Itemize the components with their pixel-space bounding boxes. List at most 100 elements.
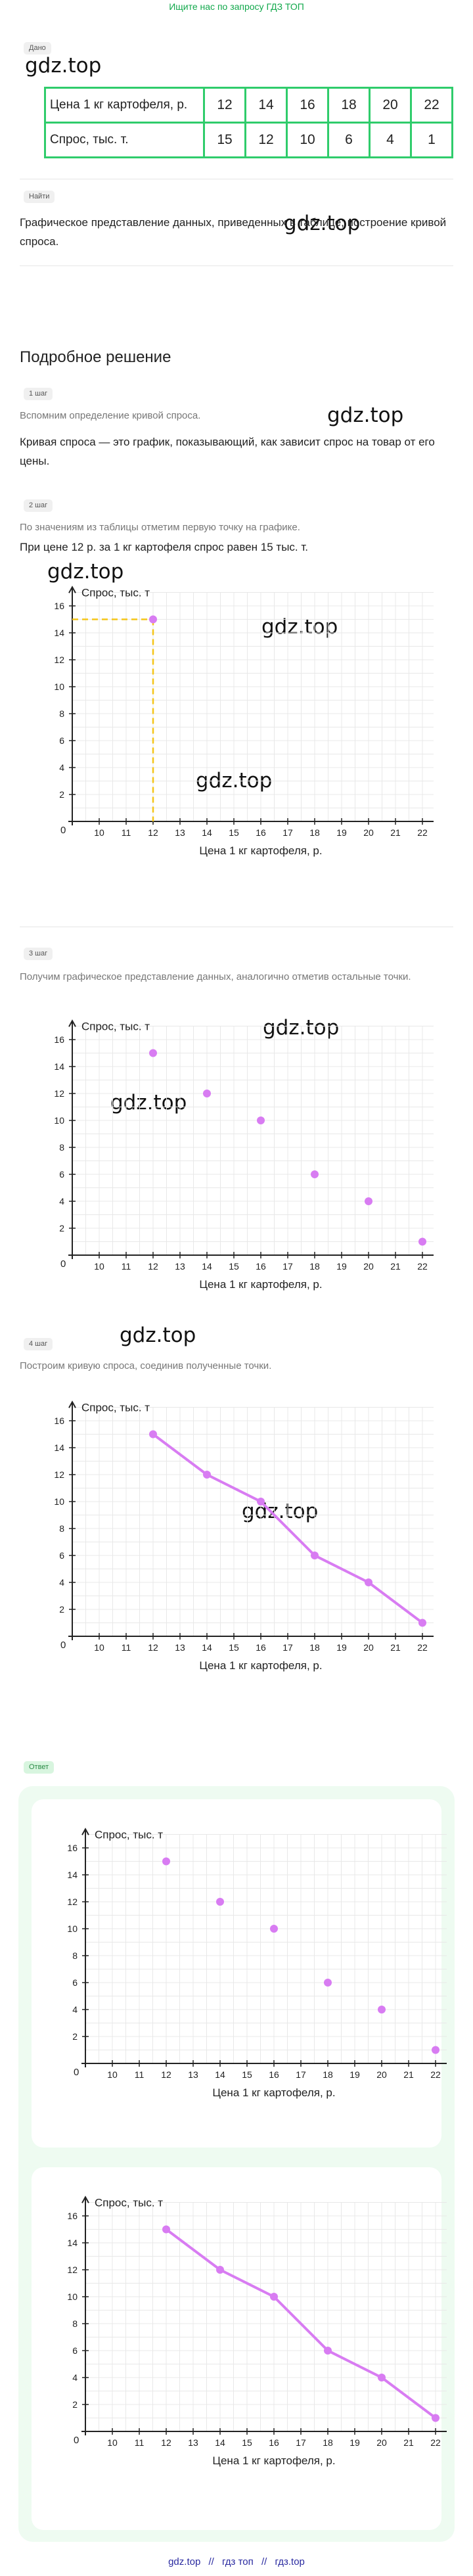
table-row: Цена 1 кг картофеля, р. 12 14 16 18 20 2… bbox=[44, 87, 453, 124]
x-tick-label: 19 bbox=[349, 2437, 360, 2448]
data-point bbox=[311, 1552, 319, 1559]
x-tick-label: 21 bbox=[390, 1642, 401, 1653]
x-tick-label: 11 bbox=[122, 827, 131, 838]
data-point bbox=[324, 2347, 332, 2355]
y-tick-label: 10 bbox=[67, 1923, 78, 1934]
y-axis-arrow bbox=[81, 1828, 89, 1835]
table-cell: 22 bbox=[410, 87, 453, 124]
chart-svg: 0 2 4 6 8 10 12 14 16 10 11 12 13 14 15 16 17 18 19 20 21 22 С… bbox=[67, 2196, 447, 2467]
find-tag: Найти bbox=[24, 191, 55, 203]
step2-tag: 2 шаг bbox=[24, 499, 53, 512]
y-tick-label: 10 bbox=[54, 1115, 64, 1126]
y-axis-label: Спрос, тыс. т bbox=[81, 1402, 150, 1414]
y-tick-label: 6 bbox=[59, 1550, 64, 1561]
x-tick-label: 10 bbox=[107, 2437, 118, 2448]
x-tick-label: 13 bbox=[175, 1642, 185, 1653]
x-tick-label: 22 bbox=[417, 827, 428, 838]
x-tick-label: 12 bbox=[148, 1261, 158, 1272]
y-axis-arrow bbox=[68, 586, 76, 593]
chart-answer-points: 0 2 4 6 8 10 12 14 16 10 11 12 13 14 15 16 17 18 19 20 21 22 С… bbox=[33, 1820, 447, 2123]
table-cell: 20 bbox=[369, 87, 412, 124]
x-tick-label: 20 bbox=[376, 2069, 387, 2080]
y-tick-label: 2 bbox=[72, 2031, 78, 2042]
x-tick-label: 14 bbox=[215, 2437, 225, 2448]
x-tick-label: 16 bbox=[256, 1261, 266, 1272]
x-tick-label: 14 bbox=[215, 2069, 225, 2080]
y-tick-label: 12 bbox=[67, 2265, 78, 2275]
step4-hint: Построим кривую спроса, соединив получен… bbox=[20, 1360, 272, 1371]
answer-card bbox=[32, 1799, 441, 2148]
table-cell: 1 bbox=[410, 122, 453, 158]
footer-link[interactable]: гдз.top bbox=[275, 2556, 305, 2567]
x-tick-label: 20 bbox=[363, 1642, 374, 1653]
y-tick-label: 4 bbox=[72, 2372, 78, 2383]
y-tick-label: 8 bbox=[59, 1523, 64, 1534]
grid bbox=[85, 2202, 447, 2432]
x-tick-label: 10 bbox=[94, 1642, 104, 1653]
data-point bbox=[149, 1049, 157, 1057]
data-point bbox=[378, 2006, 386, 2013]
y-tick-label: 10 bbox=[54, 1496, 64, 1507]
step3-hint: Получим графическое представление данных… bbox=[20, 971, 411, 982]
watermark: gdz.top bbox=[327, 403, 404, 427]
y-tick-label: 10 bbox=[54, 681, 64, 692]
x-tick-label: 17 bbox=[282, 827, 293, 838]
data-point bbox=[311, 1170, 319, 1178]
x-tick-label: 19 bbox=[336, 827, 347, 838]
y-tick-label: 16 bbox=[54, 1034, 64, 1045]
answer-tag: Ответ bbox=[24, 1761, 55, 1774]
x-tick-label: 19 bbox=[336, 1261, 347, 1272]
x-tick-label: 17 bbox=[282, 1642, 293, 1653]
data-point bbox=[216, 1898, 224, 1906]
data-point bbox=[162, 1857, 170, 1866]
x-tick-label: 21 bbox=[403, 2437, 414, 2448]
answer-card bbox=[32, 2167, 441, 2530]
x-tick-label: 15 bbox=[242, 2069, 252, 2080]
data-point bbox=[432, 2046, 439, 2054]
data-point bbox=[432, 2414, 439, 2422]
y-tick-label: 14 bbox=[54, 1061, 64, 1072]
watermark: gdz.top bbox=[25, 54, 102, 78]
footer-link[interactable]: гдз топ bbox=[222, 2556, 254, 2567]
x-tick-label: 22 bbox=[417, 1261, 428, 1272]
x-tick-label: 13 bbox=[175, 827, 185, 838]
x-tick-label: 17 bbox=[282, 1261, 293, 1272]
x-tick-label: 14 bbox=[202, 827, 212, 838]
y-tick-label: 16 bbox=[67, 1843, 78, 1853]
divider bbox=[20, 265, 453, 266]
footer-links: gdz.top // гдз топ // гдз.top bbox=[0, 2556, 473, 2567]
x-tick-label: 20 bbox=[363, 1261, 374, 1272]
x-tick-label: 16 bbox=[269, 2069, 279, 2080]
x-tick-label: 13 bbox=[188, 2069, 198, 2080]
y-tick-label: 4 bbox=[72, 2004, 78, 2015]
x-tick-label: 11 bbox=[135, 2069, 145, 2080]
y-tick-label: 8 bbox=[72, 2318, 78, 2329]
data-point bbox=[418, 1237, 426, 1246]
y-tick-label: 8 bbox=[59, 708, 64, 719]
footer-link[interactable]: gdz.top bbox=[168, 2556, 201, 2567]
y-axis-label: Спрос, тыс. т bbox=[81, 587, 150, 599]
x-tick-label: 12 bbox=[148, 1642, 158, 1653]
top-banner[interactable]: Ищите нас по запросу ГДЗ ТОП bbox=[169, 1, 304, 12]
x-tick-label: 18 bbox=[309, 1642, 320, 1653]
origin-label: 0 bbox=[60, 1640, 66, 1651]
x-axis-label: Цена 1 кг картофеля, р. bbox=[212, 2454, 335, 2467]
x-tick-label: 12 bbox=[161, 2069, 171, 2080]
x-tick-label: 17 bbox=[296, 2437, 306, 2448]
data-point bbox=[270, 2293, 278, 2301]
footer-separator: // bbox=[208, 2556, 214, 2567]
table-cell: 4 bbox=[369, 122, 412, 158]
y-tick-label: 14 bbox=[54, 1442, 64, 1453]
step1-hint: Вспомним определение кривой спроса. bbox=[20, 410, 201, 421]
given-table: Цена 1 кг картофеля, р. 12 14 16 18 20 2… bbox=[44, 87, 453, 158]
x-tick-label: 13 bbox=[175, 1261, 185, 1272]
x-tick-label: 21 bbox=[390, 1261, 401, 1272]
step2-text: При цене 12 р. за 1 кг картофеля спрос р… bbox=[20, 541, 308, 553]
table-cell: 15 bbox=[203, 122, 246, 158]
x-axis-label: Цена 1 кг картофеля, р. bbox=[199, 844, 322, 857]
chart-svg: 0 2 4 6 8 10 12 14 16 10 11 12 13 14 15 16 17 18 19 20 21 22 С… bbox=[54, 1019, 434, 1291]
y-tick-label: 8 bbox=[72, 1950, 78, 1961]
data-point bbox=[365, 1578, 372, 1586]
x-tick-label: 11 bbox=[135, 2437, 145, 2448]
y-tick-label: 2 bbox=[72, 2399, 78, 2410]
